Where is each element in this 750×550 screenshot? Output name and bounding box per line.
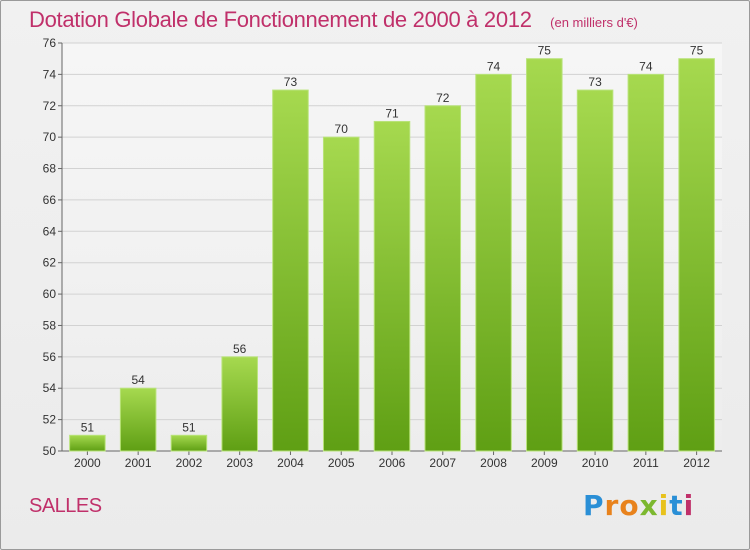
y-tick-label: 64 [43, 224, 57, 238]
x-tick-label: 2006 [379, 456, 406, 470]
value-label: 75 [538, 44, 552, 58]
y-tick-label: 68 [43, 162, 57, 176]
bar-2010 [576, 89, 614, 452]
chart-subtitle: (en milliers d'€) [550, 15, 638, 30]
bars [69, 58, 715, 452]
commune-name: SALLES [29, 495, 102, 517]
y-tick-label: 72 [43, 99, 57, 113]
value-label: 71 [385, 106, 399, 120]
labels: 51 54 51 56 73 70 71 72 74 75 73 74 75 [81, 44, 704, 435]
x-tick-label: 2007 [429, 456, 456, 470]
bar-2002 [170, 434, 208, 452]
value-label: 70 [335, 122, 349, 136]
bar-2011 [627, 73, 665, 452]
value-label: 73 [284, 75, 298, 89]
bar-2006 [373, 120, 411, 452]
y-tick-label: 50 [43, 444, 57, 458]
bar-2000 [69, 434, 106, 452]
y-tick-label: 62 [43, 256, 57, 270]
chart-title: Dotation Globale de Fonctionnement de 20… [29, 7, 532, 32]
title-row: Dotation Globale de Fonctionnement de 20… [29, 7, 638, 33]
bar-2005 [322, 136, 360, 452]
y-tick-label: 76 [43, 36, 57, 50]
value-label: 54 [131, 373, 145, 387]
value-label: 73 [588, 75, 602, 89]
x-tick-label: 2012 [683, 456, 710, 470]
y-tick-label: 52 [43, 413, 57, 427]
y-tick-label: 58 [43, 318, 57, 332]
x-tick-label: 2008 [480, 456, 507, 470]
bar-2004 [272, 89, 309, 452]
y-tick-label: 60 [43, 287, 57, 301]
value-label: 74 [487, 59, 501, 73]
proxiti-logo[interactable]: Proxiti [583, 489, 695, 522]
x-tick-label: 2001 [125, 456, 152, 470]
bar-2001 [119, 387, 157, 452]
value-label: 51 [81, 420, 95, 434]
x-tick-label: 2004 [277, 456, 304, 470]
x-tick-label: 2002 [176, 456, 203, 470]
x-tick-label: 2009 [531, 456, 558, 470]
value-label: 75 [690, 44, 704, 58]
x-tick-label: 2005 [328, 456, 355, 470]
x-tick-label: 2011 [633, 456, 659, 470]
value-label: 51 [182, 420, 196, 434]
bar-2012 [678, 58, 715, 452]
y-tick-label: 70 [43, 130, 57, 144]
value-label: 74 [639, 59, 653, 73]
x-tick-label: 2010 [582, 456, 609, 470]
x-tick-label: 2003 [226, 456, 253, 470]
value-label: 72 [436, 91, 450, 105]
x-tick-label: 2000 [74, 456, 101, 470]
y-tick-label: 56 [43, 350, 57, 364]
y-tick-label: 66 [43, 193, 57, 207]
y-tick-label: 74 [43, 67, 57, 81]
value-label: 56 [233, 342, 247, 356]
y-tick-label: 54 [43, 381, 57, 395]
bar-2007 [424, 105, 462, 452]
bar-2003 [221, 356, 258, 452]
bar-2009 [526, 58, 563, 452]
bar-2008 [475, 73, 512, 452]
